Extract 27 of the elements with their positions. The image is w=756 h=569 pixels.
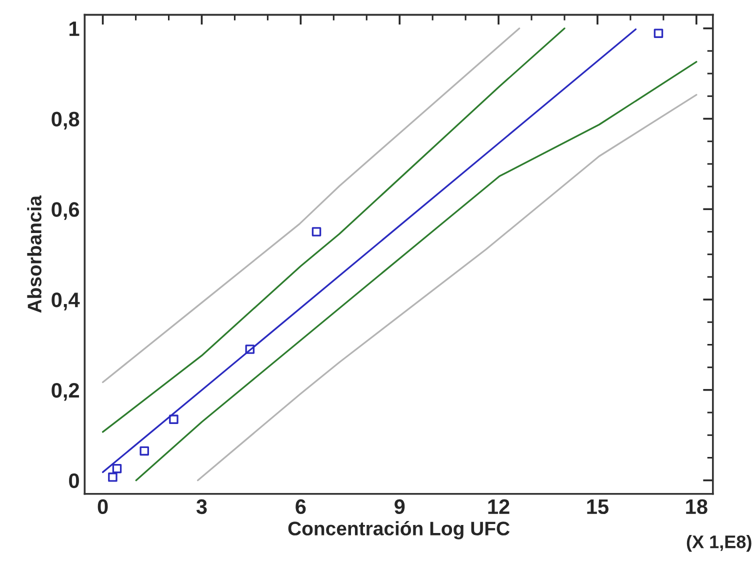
line-series: [102, 28, 520, 384]
point: [654, 28, 664, 38]
point: [112, 464, 122, 474]
x-tick-label: 6: [296, 499, 306, 514]
point: [245, 344, 255, 354]
x-axis-title: Concentración Log UFC: [288, 520, 510, 540]
x-tick-label: 9: [394, 499, 405, 514]
x-tick-label: 18: [686, 499, 708, 514]
y-tick-label: 0,4: [52, 292, 80, 310]
y-tick-label: 0: [69, 473, 79, 488]
point: [312, 227, 322, 236]
y-tick-label: 0,6: [52, 202, 80, 220]
y-tick-label: 1: [70, 22, 80, 36]
line-series: [135, 60, 698, 482]
y-tick-label: 0,2: [52, 382, 79, 401]
y-tick-label: 0,8: [52, 112, 80, 130]
point: [140, 446, 149, 456]
point: [108, 472, 118, 482]
x-tick-label: 0: [98, 499, 108, 514]
y-axis-title: Absorbancia: [27, 195, 42, 313]
text: (X 1,E8): [686, 534, 752, 552]
x-tick-label: 3: [196, 499, 207, 514]
line-series: [102, 28, 566, 433]
line-series: [196, 94, 698, 482]
x-tick-label: 15: [587, 500, 608, 514]
x-tick-label: 12: [488, 499, 510, 514]
point: [169, 414, 178, 424]
